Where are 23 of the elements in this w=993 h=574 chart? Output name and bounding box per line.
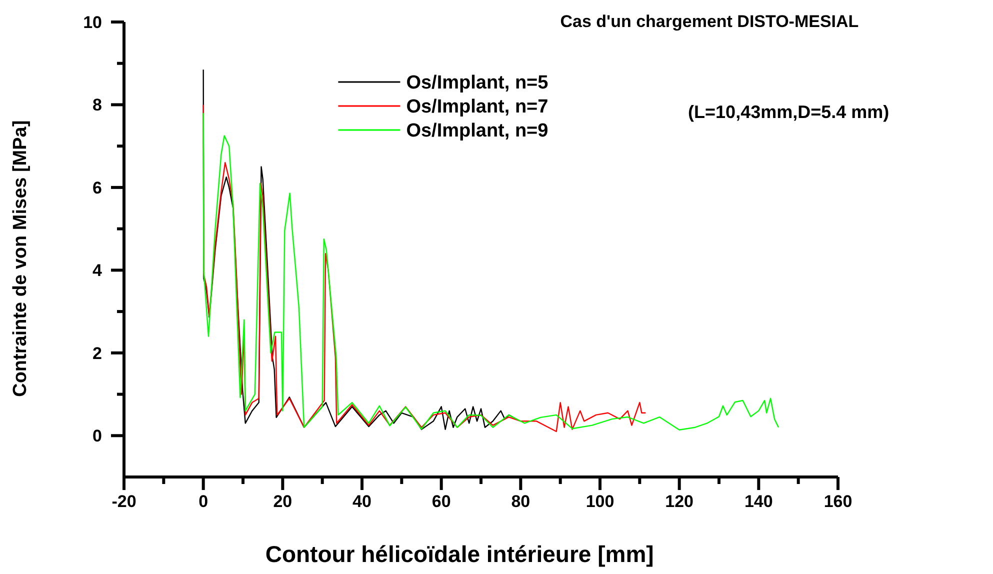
legend-label: Os/Implant, n=7: [406, 96, 548, 118]
y-tick-label: 6: [92, 178, 102, 198]
legend-label: Os/Implant, n=9: [406, 120, 548, 142]
y-tick-label: 0: [92, 426, 102, 446]
legend-label: Os/Implant, n=5: [406, 72, 549, 94]
x-tick-label: 100: [586, 492, 614, 511]
y-tick-label: 8: [92, 96, 102, 115]
x-tick-label: 120: [665, 492, 694, 511]
x-tick-label: -20: [112, 492, 136, 511]
x-tick-label: 60: [432, 492, 451, 511]
y-tick-label: 4: [92, 261, 103, 280]
y-tick-label: 2: [92, 344, 102, 363]
chart-title: Cas d'un chargement DISTO-MESIAL: [560, 12, 859, 31]
x-tick-label: 160: [824, 492, 852, 511]
y-axis-title: Contrainte de von Mises [MPa]: [10, 120, 31, 397]
x-axis-title: Contour hélicoïdale intérieure [mm]: [265, 541, 654, 567]
annotation: (L=10,43mm,D=5.4 mm): [688, 102, 890, 122]
x-tick-label: 40: [352, 492, 372, 511]
x-tick-label: 0: [198, 492, 208, 511]
x-tick-label: 20: [273, 492, 292, 511]
x-tick-label: 140: [744, 492, 773, 511]
x-tick-label: 80: [511, 492, 530, 511]
y-tick-label: 10: [83, 12, 102, 32]
